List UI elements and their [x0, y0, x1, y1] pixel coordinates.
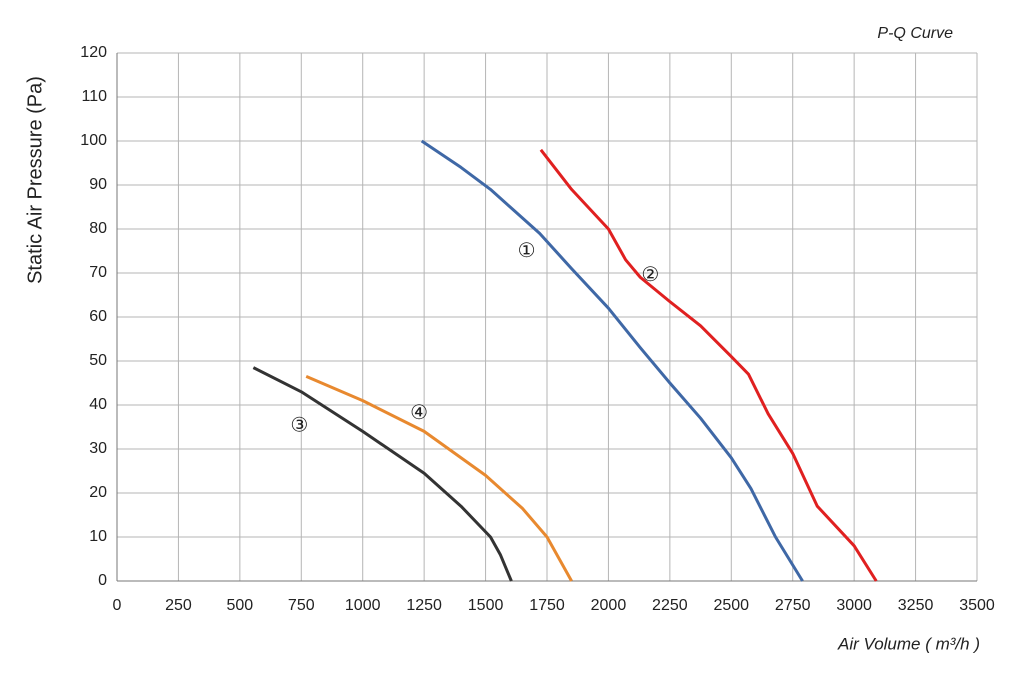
x-tick-label: 2000 — [591, 597, 627, 614]
line-series — [305, 375, 573, 582]
x-tick-label: 500 — [227, 597, 254, 614]
x-tick-label: 2500 — [713, 597, 749, 614]
y-tick-label: 100 — [80, 132, 107, 149]
series-label: ③ — [290, 412, 308, 436]
x-tick-label: 2250 — [652, 597, 688, 614]
y-tick-label: 90 — [89, 176, 107, 193]
line-series — [420, 139, 804, 582]
x-tick-label: 1500 — [468, 597, 504, 614]
y-tick-label: 50 — [89, 352, 107, 369]
y-tick-label: 30 — [89, 440, 107, 457]
x-tick-label: 2750 — [775, 597, 811, 614]
line-series — [252, 366, 513, 582]
y-tick-label: 60 — [89, 308, 107, 325]
y-tick-label: 20 — [89, 484, 107, 501]
y-tick-label: 80 — [89, 220, 107, 237]
x-tick-label: 3000 — [836, 597, 872, 614]
series-label: ① — [518, 238, 536, 262]
x-tick-label: 250 — [165, 597, 192, 614]
y-tick-label: 40 — [89, 396, 107, 413]
x-tick-label: 1750 — [529, 597, 565, 614]
series-label: ② — [641, 262, 659, 286]
y-axis-label: Static Air Pressure (Pa) — [24, 76, 46, 284]
series-label: ④ — [410, 400, 428, 424]
y-tick-label: 110 — [81, 88, 107, 105]
y-tick-label: 70 — [89, 264, 107, 281]
x-tick-label: 3250 — [898, 597, 934, 614]
x-tick-label: 3500 — [959, 597, 995, 614]
x-tick-label: 0 — [113, 597, 122, 614]
x-tick-label: 1250 — [406, 597, 442, 614]
y-tick-label: 10 — [89, 528, 107, 545]
x-tick-label: 750 — [288, 597, 315, 614]
x-axis-label: Air Volume ( m³/h ) — [837, 634, 980, 653]
x-tick-label: 1000 — [345, 597, 381, 614]
y-tick-label: 0 — [98, 572, 107, 589]
y-tick-label: 120 — [80, 44, 107, 61]
line-series — [539, 148, 878, 582]
chart-title: P-Q Curve — [877, 25, 953, 42]
